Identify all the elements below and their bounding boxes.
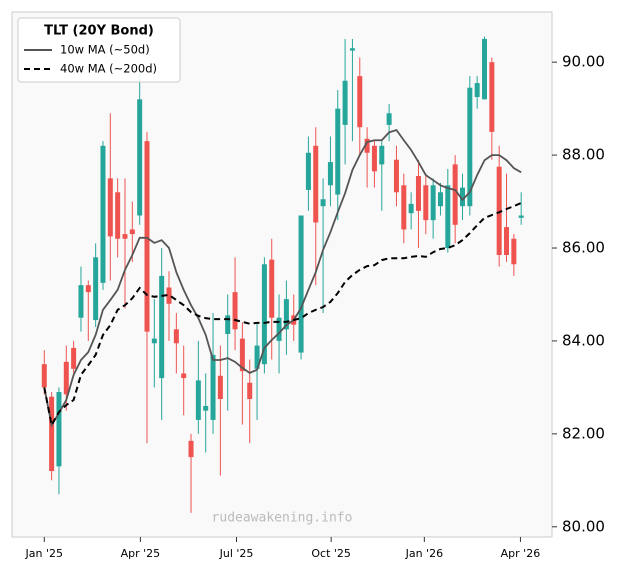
candle-body bbox=[386, 113, 392, 125]
candle-body bbox=[261, 264, 267, 365]
candle-body bbox=[423, 185, 429, 221]
x-tick-label: Apr '25 bbox=[121, 547, 161, 560]
candle-body bbox=[100, 145, 106, 283]
candle-body bbox=[415, 176, 421, 211]
x-tick-label: Oct '25 bbox=[311, 547, 351, 560]
candle-body bbox=[225, 315, 231, 334]
candle-body bbox=[181, 373, 187, 379]
candle-body bbox=[305, 152, 311, 190]
legend: TLT (20Y Bond) 10w MA (~50d) 40w MA (~200… bbox=[17, 17, 181, 83]
x-tick-label: Jan '26 bbox=[405, 547, 443, 560]
candle-body bbox=[41, 364, 47, 388]
candle-body bbox=[364, 138, 370, 153]
candle-body bbox=[166, 287, 172, 304]
candle-body bbox=[298, 215, 304, 353]
candle-body bbox=[482, 38, 487, 100]
candle-body bbox=[144, 141, 150, 332]
moving-average-line bbox=[43, 128, 522, 428]
y-tick-label: 88.00 bbox=[562, 146, 605, 164]
candle-body bbox=[320, 199, 326, 207]
candle-body bbox=[371, 145, 377, 172]
candle-body bbox=[437, 192, 443, 207]
y-tick-label: 80.00 bbox=[562, 517, 605, 535]
x-tick-label: Apr '26 bbox=[501, 547, 541, 560]
candle-body bbox=[327, 162, 333, 186]
candle-body bbox=[78, 285, 84, 318]
candle-body bbox=[49, 396, 55, 472]
candle-body bbox=[489, 62, 495, 132]
candle-body bbox=[122, 234, 128, 239]
candle-body bbox=[63, 361, 69, 395]
candle-body bbox=[313, 145, 319, 223]
candle-body bbox=[349, 48, 355, 51]
candle-body bbox=[159, 275, 165, 379]
candle-body bbox=[217, 375, 223, 400]
candle-body bbox=[93, 257, 99, 321]
candle-body bbox=[518, 215, 524, 218]
candle-body bbox=[474, 83, 480, 98]
candle-body bbox=[467, 87, 473, 207]
candle-body bbox=[195, 380, 201, 420]
candle-body bbox=[342, 80, 348, 125]
y-tick-label: 90.00 bbox=[562, 53, 605, 71]
y-tick-label: 84.00 bbox=[562, 331, 605, 349]
y-tick-label: 82.00 bbox=[562, 424, 605, 442]
candle-body bbox=[115, 192, 121, 239]
candle-body bbox=[247, 382, 253, 400]
x-tick-label: Jan '25 bbox=[25, 547, 63, 560]
candle-body bbox=[269, 259, 275, 318]
x-tick-label: Jul '25 bbox=[219, 547, 254, 560]
candle-body bbox=[357, 76, 363, 128]
candle-body bbox=[445, 185, 451, 249]
candle-body bbox=[232, 292, 238, 330]
candle-body bbox=[430, 185, 436, 221]
candle-body bbox=[393, 159, 399, 193]
candle-body bbox=[210, 354, 216, 420]
candle-body bbox=[85, 285, 91, 293]
legend-label: 40w MA (~200d) bbox=[60, 62, 157, 76]
candle-body bbox=[496, 166, 502, 255]
candle-body bbox=[71, 347, 77, 369]
y-tick-label: 86.00 bbox=[562, 239, 605, 257]
moving-average-line bbox=[43, 202, 522, 428]
watermark: rudeawakening.info bbox=[212, 511, 353, 526]
candle-body bbox=[504, 227, 510, 255]
candle-body bbox=[203, 405, 209, 411]
candle-body bbox=[283, 299, 289, 330]
candle-body bbox=[254, 345, 260, 369]
candle-body bbox=[408, 203, 414, 214]
candle-body bbox=[129, 229, 135, 235]
candle-body bbox=[452, 164, 458, 225]
legend-title: TLT (20Y Bond) bbox=[44, 24, 154, 39]
candle-body bbox=[459, 187, 465, 207]
candle-body bbox=[239, 338, 245, 372]
candle-body bbox=[173, 329, 179, 344]
legend-label: 10w MA (~50d) bbox=[60, 43, 150, 57]
candle-body bbox=[511, 238, 517, 265]
candle-body bbox=[335, 108, 341, 195]
candle-body bbox=[151, 338, 157, 344]
candle-body bbox=[107, 178, 113, 237]
candle-body bbox=[379, 145, 385, 165]
candle-body bbox=[56, 392, 62, 467]
candle-body bbox=[276, 317, 282, 341]
candle-body bbox=[188, 440, 194, 458]
candle-body bbox=[401, 185, 407, 230]
candle-body bbox=[137, 99, 143, 216]
legend-box bbox=[17, 17, 181, 83]
